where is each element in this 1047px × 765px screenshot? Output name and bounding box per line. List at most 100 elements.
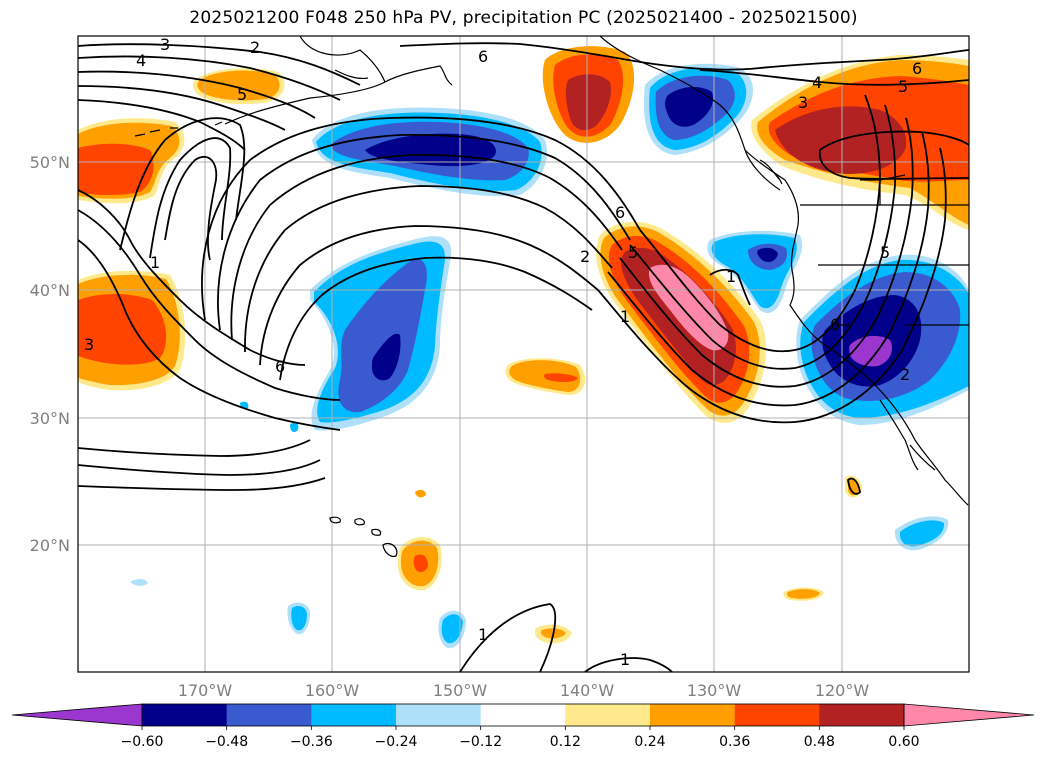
coast-se-alaska [599, 36, 781, 191]
contour-top-1 [78, 43, 361, 86]
contour-ne-upper [699, 69, 969, 86]
clabel-3-west: 3 [84, 335, 94, 354]
lat-tick-50N: 50°N [30, 153, 70, 172]
clabel-5-band: 5 [628, 243, 638, 262]
clabel-6-top: 6 [478, 47, 488, 66]
colorbar-segment [565, 704, 651, 726]
shade-cyan-hawaii-s2 [441, 614, 463, 644]
shade-gulf-darkred [565, 74, 612, 131]
clabel-1-band2: 1 [726, 267, 736, 286]
colorbar-segment [819, 704, 905, 726]
plot-frame [77, 35, 970, 673]
contour-east-4 [607, 131, 930, 407]
pv-contours [78, 42, 969, 672]
contour-east-2 [629, 104, 897, 370]
lat-tick-20N: 20°N [30, 536, 70, 555]
contour-island-n [847, 477, 861, 495]
colorbar-tick-label: 0.48 [804, 734, 835, 750]
contour-jet-4 [244, 185, 613, 353]
colorbar-segment [142, 704, 228, 726]
shade-cyan-w2 [291, 606, 307, 631]
precip-shading [78, 46, 969, 649]
coast-vancouver [759, 159, 783, 185]
clabel-6-se: 6 [830, 315, 840, 334]
shade-blue-mid-navy [757, 247, 778, 262]
contour-west-b [78, 209, 341, 401]
contour-top-4 [78, 85, 286, 131]
clabel-3-top: 3 [160, 35, 170, 54]
clabel-5-ne: 5 [898, 77, 908, 96]
contour-top-5 [78, 99, 246, 151]
contour-jet-6 [279, 256, 593, 381]
contour-1-bottom2 [584, 657, 673, 672]
chart-title: 2025021200 F048 250 hPa PV, precipitatio… [189, 8, 858, 28]
lat-tick-30N: 30°N [30, 409, 70, 428]
shade-small-dot1 [130, 579, 148, 586]
contour-1-bottom [459, 603, 557, 672]
colorbar-tick-label: −0.12 [459, 734, 502, 750]
shade-cp-navy [372, 333, 401, 381]
contour-south-1 [78, 439, 311, 457]
lat-tick-labels: 50°N 40°N 30°N 20°N [30, 153, 70, 555]
clabel-1-bottom: 1 [478, 625, 488, 644]
colorbar-segment [396, 704, 482, 726]
contour-trough-2 [149, 137, 232, 259]
lon-tick-160W: 160°W [305, 681, 360, 700]
clabel-6-ne: 6 [912, 59, 922, 78]
lon-tick-140W: 140°W [560, 681, 615, 700]
clabel-6-band: 6 [615, 203, 625, 222]
coast-bc [744, 149, 969, 506]
colorbar-extend-max [903, 703, 1035, 727]
contour-jet-2 [217, 133, 631, 331]
clabel-2-band: 2 [580, 247, 590, 266]
clabel-1-west: 1 [150, 253, 160, 272]
contour-west-c [78, 239, 341, 431]
contour-east-1 [639, 94, 881, 353]
colorbar-tick-label: −0.60 [121, 734, 164, 750]
colorbar-tick-label: 0.36 [719, 734, 750, 750]
contour-south-2 [78, 459, 321, 476]
coast-hawaii-3 [371, 528, 382, 536]
colorbar-extend-min [11, 703, 143, 727]
colorbar-tick-label: 0.24 [634, 734, 665, 750]
colorbar-segment [480, 704, 566, 726]
coast-hawaii-2 [354, 518, 365, 526]
contour-trough-3 [119, 117, 246, 251]
shade-pan-navy [665, 86, 714, 127]
shade-small-orange-s2 [787, 589, 820, 599]
contour-jet-1 [201, 116, 641, 321]
clabel-1-bottom2: 1 [620, 650, 630, 669]
clabel-5-se: 5 [880, 243, 890, 262]
contour-7-ring [709, 268, 751, 306]
colorbar-segment [650, 704, 736, 726]
lon-tick-170W: 170°W [178, 681, 233, 700]
clabel-6-mid: 6 [275, 357, 285, 376]
colorbar-tick-label: 0.12 [550, 734, 581, 750]
contour-labels: 3 2 4 5 6 6 5 4 3 5 6 1 1 2 3 6 5 6 2 1 … [84, 35, 922, 669]
lon-tick-120W: 120°W [815, 681, 870, 700]
shade-w2-red [78, 294, 167, 365]
clabel-2-se: 2 [900, 365, 910, 384]
colorbar-segment [734, 704, 820, 726]
shade-w1-red [78, 143, 154, 195]
shade-small-orange-tiny [415, 489, 426, 498]
coast-gulf-islands [134, 121, 223, 137]
colorbar-segment [226, 704, 312, 726]
colorbar-segment [311, 704, 397, 726]
contour-south-3 [78, 477, 326, 491]
coast-alaska [224, 36, 453, 125]
contour-jet-3 [230, 153, 623, 341]
contour-east-5 [597, 147, 947, 424]
contour-6-top [399, 42, 969, 71]
contour-trough-1 [164, 155, 218, 261]
map-plot-area: 3 2 4 5 6 6 5 4 3 5 6 1 1 2 3 6 5 6 2 1 … [78, 35, 969, 672]
shade-mid-red [544, 373, 578, 383]
clabel-5-top: 5 [237, 85, 247, 104]
coastlines [134, 36, 969, 557]
contour-west-a [78, 189, 306, 366]
lon-tick-labels: 170°W 160°W 150°W 140°W 130°W 120°W [178, 681, 870, 700]
contour-ne-loop [818, 130, 969, 180]
colorbar-tick-label: −0.48 [205, 734, 248, 750]
colorbar-tick-label: −0.36 [290, 734, 333, 750]
